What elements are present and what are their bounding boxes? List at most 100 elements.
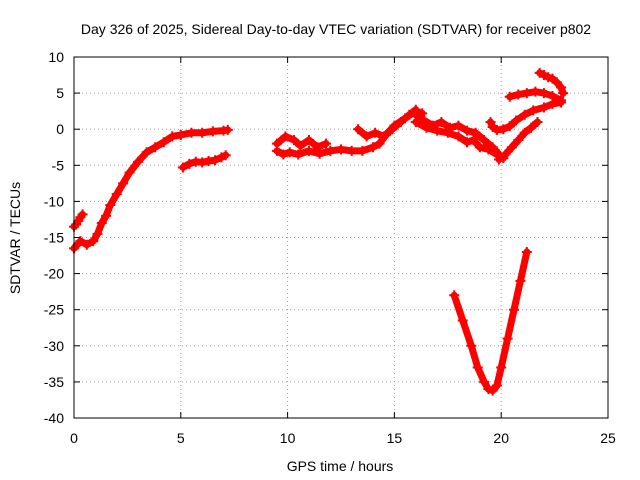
data-point [521, 246, 532, 257]
data-point [530, 86, 541, 97]
data-point [513, 89, 524, 100]
data-point [387, 124, 398, 135]
data-point [284, 147, 295, 158]
data-point [449, 290, 460, 301]
data-point [519, 127, 530, 138]
data-point [504, 121, 515, 132]
data-point [75, 236, 86, 247]
data-point [462, 137, 473, 148]
y-tick-label: -20 [44, 266, 64, 282]
data-point [468, 135, 479, 146]
series-arc-11 [504, 86, 567, 106]
y-tick-label: -25 [44, 302, 64, 318]
data-point [133, 156, 144, 167]
data-point [511, 115, 522, 126]
y-tick-label: -15 [44, 230, 64, 246]
data-point [410, 116, 421, 127]
data-point [453, 120, 464, 131]
x-tick-label: 15 [387, 430, 403, 446]
data-point [167, 131, 178, 142]
series-arc-10 [494, 116, 543, 165]
data-point [141, 147, 152, 158]
data-point [547, 90, 558, 101]
data-point [303, 135, 314, 146]
chart-title: Day 326 of 2025, Sidereal Day-to-day VTE… [81, 21, 591, 37]
data-point [496, 362, 507, 373]
data-point [118, 178, 129, 189]
data-point [491, 380, 502, 391]
x-tick-label: 25 [600, 430, 616, 446]
x-tick-label: 0 [70, 430, 78, 446]
series-line [70, 126, 232, 252]
data-point [361, 131, 372, 142]
data-point [432, 125, 443, 136]
data-point [521, 88, 532, 99]
y-tick-label: -35 [44, 374, 64, 390]
x-tick-label: 10 [280, 430, 296, 446]
data-point [184, 158, 195, 169]
y-tick-label: -40 [44, 410, 64, 426]
data-point [485, 116, 496, 127]
data-point [295, 140, 306, 151]
data-point [453, 131, 464, 142]
data-point [462, 125, 473, 136]
data-point [498, 124, 509, 135]
series-arc-13 [449, 246, 532, 396]
data-point [207, 126, 218, 137]
series-arc-12 [534, 67, 569, 99]
data-point [436, 116, 447, 127]
data-point [538, 102, 549, 113]
axes: 0 5 10 15 20 25 -40 -35 -30 -25 -20 -15 -10 -5 0 5 10 [44, 49, 616, 446]
data-point [378, 131, 389, 142]
data-point [513, 135, 524, 146]
data-point [177, 162, 188, 173]
data-point [504, 91, 515, 102]
data-point [551, 77, 562, 88]
data-point [278, 149, 289, 160]
data-point [158, 137, 169, 148]
data-point [502, 333, 513, 344]
data-point [506, 142, 517, 153]
series-arc-5 [271, 131, 332, 153]
y-tick-label: -10 [44, 193, 64, 209]
data-point [271, 138, 282, 149]
data-point [494, 154, 505, 165]
data-point [556, 95, 567, 106]
data-point [96, 218, 107, 229]
data-point [92, 228, 103, 239]
data-point [222, 124, 233, 135]
series-arc-6 [353, 104, 421, 142]
data-point [470, 127, 481, 138]
data-point [558, 88, 569, 99]
data-point [472, 362, 483, 373]
series-arc-1 [69, 209, 88, 232]
data-point [346, 145, 357, 156]
data-layer [69, 67, 569, 396]
data-point [101, 210, 112, 221]
data-point [421, 122, 432, 133]
data-point [303, 145, 314, 156]
data-point [500, 149, 511, 160]
data-point [374, 138, 385, 149]
data-point [293, 149, 304, 160]
data-point [312, 142, 323, 153]
data-point [314, 148, 325, 159]
data-point [111, 189, 122, 200]
data-point [124, 167, 135, 178]
data-point [483, 144, 494, 155]
data-point [209, 155, 220, 166]
series-arc-3 [177, 150, 231, 173]
data-point [479, 135, 490, 146]
data-point [509, 304, 520, 315]
data-point [368, 142, 379, 153]
data-point [175, 129, 186, 140]
data-point [81, 239, 92, 250]
data-point [487, 385, 498, 396]
data-point [515, 275, 526, 286]
data-point [280, 131, 291, 142]
data-point [538, 88, 549, 99]
y-tick-label: -30 [44, 338, 64, 354]
data-point [150, 142, 161, 153]
